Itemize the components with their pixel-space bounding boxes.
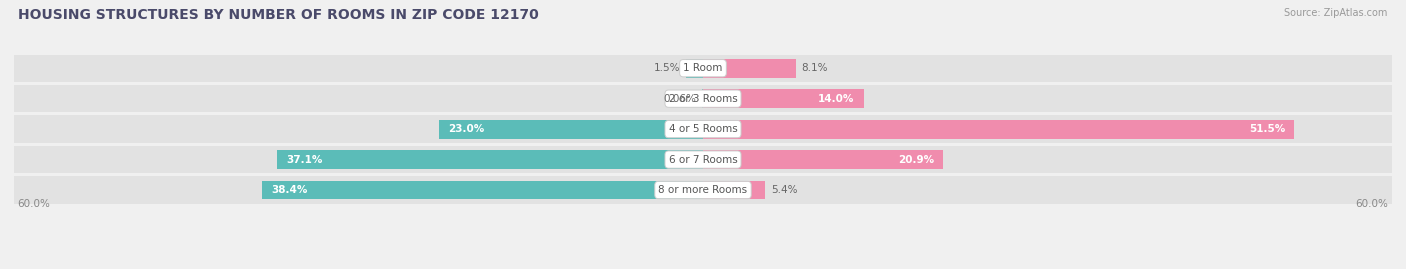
Text: 6 or 7 Rooms: 6 or 7 Rooms — [669, 155, 737, 165]
Text: 20.9%: 20.9% — [897, 155, 934, 165]
Text: 8.1%: 8.1% — [801, 63, 828, 73]
Text: 4 or 5 Rooms: 4 or 5 Rooms — [669, 124, 737, 134]
Bar — [439, 120, 703, 139]
Bar — [262, 180, 703, 200]
Bar — [14, 146, 1392, 173]
Bar — [14, 115, 1392, 143]
Bar — [703, 59, 796, 78]
Bar — [686, 59, 703, 78]
Text: 60.0%: 60.0% — [1355, 199, 1389, 209]
Text: 23.0%: 23.0% — [449, 124, 484, 134]
Text: 0.06%: 0.06% — [664, 94, 696, 104]
Text: 37.1%: 37.1% — [287, 155, 322, 165]
Text: Source: ZipAtlas.com: Source: ZipAtlas.com — [1284, 8, 1388, 18]
Text: HOUSING STRUCTURES BY NUMBER OF ROOMS IN ZIP CODE 12170: HOUSING STRUCTURES BY NUMBER OF ROOMS IN… — [18, 8, 538, 22]
Text: 38.4%: 38.4% — [271, 185, 308, 195]
Text: 8 or more Rooms: 8 or more Rooms — [658, 185, 748, 195]
Text: 2 or 3 Rooms: 2 or 3 Rooms — [669, 94, 737, 104]
Text: 51.5%: 51.5% — [1249, 124, 1285, 134]
Bar — [277, 150, 703, 169]
Bar — [703, 150, 943, 169]
Bar — [703, 120, 1295, 139]
Bar — [14, 176, 1392, 204]
Text: 1 Room: 1 Room — [683, 63, 723, 73]
Bar — [703, 89, 863, 108]
Text: 14.0%: 14.0% — [818, 94, 855, 104]
Text: 5.4%: 5.4% — [770, 185, 797, 195]
Text: 60.0%: 60.0% — [17, 199, 51, 209]
Bar — [14, 85, 1392, 112]
Bar — [703, 180, 765, 200]
Bar — [14, 55, 1392, 82]
Text: 1.5%: 1.5% — [654, 63, 681, 73]
